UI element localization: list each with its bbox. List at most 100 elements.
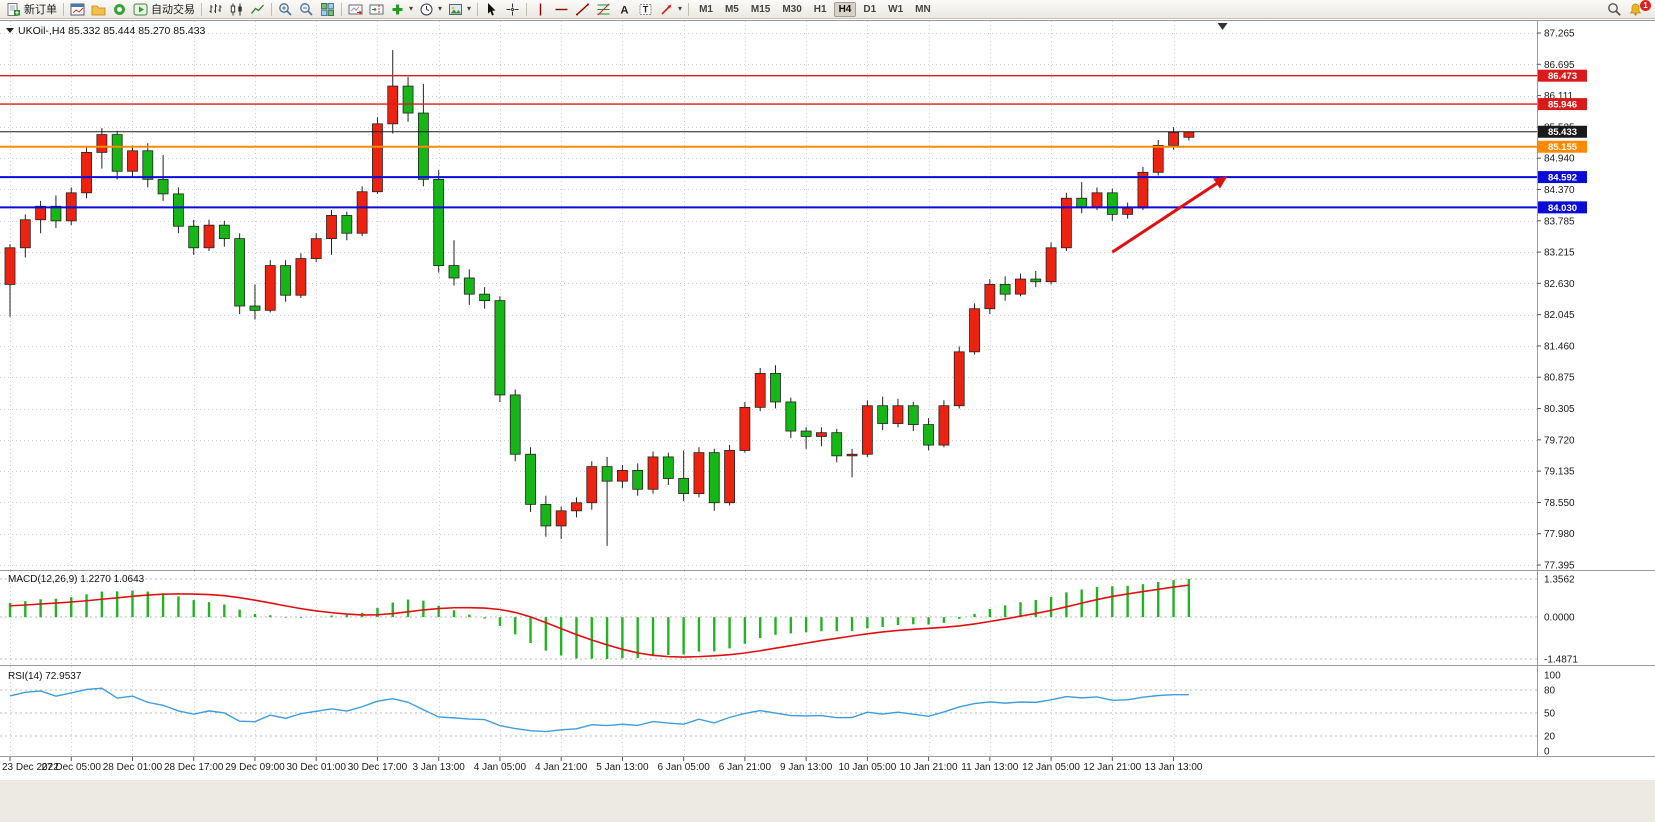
price-axis-label: 78.550	[1544, 498, 1575, 509]
price-axis-label: 80.875	[1544, 373, 1575, 384]
dropdown-caret: ▾	[678, 4, 683, 13]
chart-shift-marker[interactable]	[1217, 23, 1228, 30]
timeframe-button-mn[interactable]: MN	[915, 3, 931, 15]
price-tag-label: 86.473	[1548, 71, 1577, 82]
chart-canvas[interactable]: 87.26586.69586.11185.52584.94084.37083.7…	[0, 19, 1655, 822]
timeframe-button-m5[interactable]: M5	[724, 3, 739, 15]
indicators-button[interactable]: ▾	[387, 1, 416, 18]
candlestick	[816, 432, 827, 437]
time-axis-label: 27 Dec 05:00	[41, 762, 101, 773]
candlestick	[295, 258, 307, 296]
text-label-tool-button[interactable]: T	[635, 1, 656, 18]
tile-windows-button[interactable]	[317, 1, 338, 18]
trendline-icon	[576, 3, 590, 15]
periods-button[interactable]: ▾	[416, 1, 445, 18]
macd-axis-label: 1.3562	[1544, 575, 1575, 586]
candlestick-chart-icon	[230, 3, 242, 15]
timeframe-button-h1[interactable]: H1	[813, 3, 827, 15]
time-axis-label: 29 Dec 09:00	[225, 762, 285, 773]
candle-chart-mode-button[interactable]	[226, 1, 247, 18]
candlestick	[96, 134, 108, 153]
timeframe-button-m30[interactable]: M30	[782, 3, 802, 15]
horizontal-line-icon	[555, 8, 568, 10]
candlestick	[1122, 207, 1134, 215]
candlestick	[969, 308, 980, 353]
candlestick	[555, 510, 567, 527]
autotrading-label: 自动交易	[151, 4, 195, 16]
timeframe-button-m1[interactable]: M1	[699, 3, 713, 15]
rsi-indicator-label: RSI(14) 72.9537	[8, 671, 82, 682]
candlestick	[586, 466, 598, 504]
timeframe-button-d1[interactable]: D1	[863, 3, 877, 15]
timeframe-button-h4[interactable]: H4	[833, 1, 857, 17]
fibonacci-button[interactable]	[593, 1, 614, 18]
time-axis-label: 10 Jan 21:00	[900, 762, 958, 773]
rsi-line	[9, 687, 1189, 733]
candlestick	[678, 478, 690, 494]
horizontal-line-button[interactable]	[551, 1, 572, 18]
price-axis-label: 86.695	[1544, 60, 1575, 71]
candlestick	[264, 265, 276, 311]
candlestick	[525, 453, 536, 505]
crosshair-button[interactable]	[502, 1, 523, 18]
time-axis-label: 12 Jan 05:00	[1022, 762, 1080, 773]
candlestick	[494, 300, 506, 396]
timeframe-button-m15[interactable]: M15	[750, 3, 771, 15]
templates-button[interactable]: ▾	[445, 1, 474, 18]
rsi-axis-label: 50	[1544, 709, 1556, 720]
new-order-button[interactable]: 新订单	[3, 1, 60, 18]
community-button[interactable]	[109, 1, 130, 18]
time-axis-label: 28 Dec 17:00	[164, 762, 224, 773]
time-axis-label: 6 Jan 05:00	[658, 762, 711, 773]
candlestick	[984, 284, 996, 310]
profiles-button[interactable]	[88, 1, 109, 18]
candlestick	[509, 394, 521, 455]
price-axis-label: 87.265	[1544, 29, 1575, 40]
time-axis-label: 3 Jan 13:00	[413, 762, 466, 773]
macd-axis-label: -1.4871	[1544, 655, 1578, 666]
candlestick	[157, 178, 169, 195]
time-axis-label: 28 Dec 01:00	[103, 762, 163, 773]
line-chart-mode-button[interactable]	[247, 1, 268, 18]
rsi-axis-label: 80	[1544, 686, 1556, 697]
candlestick	[234, 238, 246, 307]
candlestick	[1091, 192, 1103, 208]
search-button[interactable]	[1604, 1, 1625, 18]
price-axis-label: 81.460	[1544, 341, 1575, 352]
zoom-in-button[interactable]	[275, 1, 296, 18]
candlestick	[708, 452, 720, 504]
price-axis-label: 77.395	[1544, 561, 1575, 572]
notifications-button[interactable]: 1	[1625, 0, 1651, 18]
bar-chart-mode-button[interactable]	[205, 1, 226, 18]
macd-signal-line	[9, 584, 1189, 658]
auto-scroll-button[interactable]	[345, 1, 366, 18]
new-chart-button[interactable]	[67, 1, 88, 18]
bar-chart-icon	[209, 3, 222, 13]
candlestick	[111, 134, 123, 172]
autotrading-button[interactable]: 自动交易	[130, 1, 198, 18]
candlestick	[203, 224, 215, 249]
candlestick	[754, 372, 766, 408]
trendline-button[interactable]	[572, 1, 593, 18]
rsi-axis-label: 0	[1544, 747, 1550, 758]
price-axis-label: 79.720	[1544, 435, 1575, 446]
candlestick	[1152, 144, 1164, 173]
price-axis-label: 77.980	[1544, 529, 1575, 540]
candlestick	[1030, 278, 1042, 283]
text-tool-button[interactable]: A	[614, 1, 635, 18]
cursor-button[interactable]	[481, 1, 502, 18]
vertical-line-button[interactable]	[530, 1, 551, 18]
price-axis-label: 84.370	[1544, 185, 1575, 196]
timeframe-button-w1[interactable]: W1	[888, 3, 904, 15]
zoom-out-button[interactable]	[296, 1, 317, 18]
main-toolbar: 新订单 自动交易	[0, 0, 1655, 19]
trend-arrow[interactable]	[1111, 179, 1222, 254]
candlestick	[724, 450, 735, 504]
search-icon	[1608, 2, 1621, 16]
arrow-shapes-button[interactable]: ▾	[656, 1, 685, 18]
candlestick	[4, 247, 16, 285]
one-click-trading-toggle[interactable]	[6, 28, 14, 33]
candlestick	[341, 215, 353, 234]
chart-shift-button[interactable]	[366, 1, 387, 18]
